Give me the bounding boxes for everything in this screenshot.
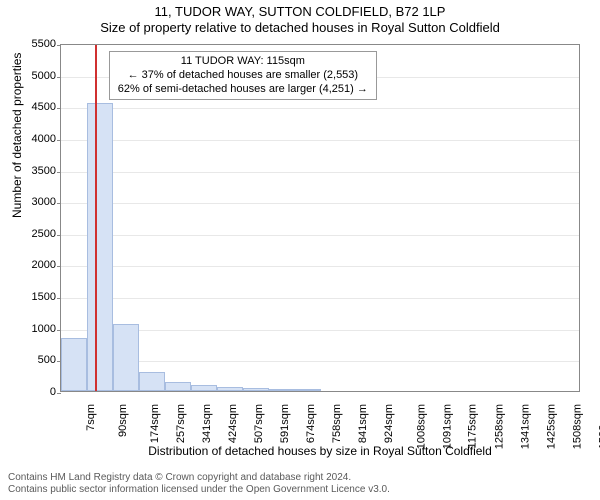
- grid-line: [61, 266, 579, 267]
- x-tick-label: 1508sqm: [571, 404, 583, 449]
- chart-title-sub: Size of property relative to detached ho…: [0, 20, 600, 36]
- histogram-bar: [61, 338, 87, 391]
- y-tick-mark: [57, 172, 61, 173]
- x-tick-label: 591sqm: [279, 404, 291, 443]
- x-tick-label: 424sqm: [227, 404, 239, 443]
- grid-line: [61, 298, 579, 299]
- chart-container: 11, TUDOR WAY, SUTTON COLDFIELD, B72 1LP…: [0, 0, 600, 500]
- grid-line: [61, 235, 579, 236]
- y-tick-label: 4000: [16, 133, 56, 145]
- y-tick-label: 3000: [16, 196, 56, 208]
- x-tick-label: 90sqm: [117, 404, 129, 437]
- x-tick-label: 257sqm: [175, 404, 187, 443]
- y-tick-label: 1000: [16, 323, 56, 335]
- y-tick-mark: [57, 203, 61, 204]
- x-tick-label: 7sqm: [85, 404, 97, 431]
- annotation-line: ← 37% of detached houses are smaller (2,…: [118, 69, 368, 83]
- x-tick-label: 1425sqm: [545, 404, 557, 449]
- y-tick-label: 5500: [16, 38, 56, 50]
- histogram-bar: [295, 389, 321, 391]
- footer-line-2: Contains public sector information licen…: [8, 484, 390, 496]
- x-tick-label: 1008sqm: [415, 404, 427, 449]
- y-tick-mark: [57, 393, 61, 394]
- histogram-bar: [165, 382, 191, 391]
- annotation-box: 11 TUDOR WAY: 115sqm← 37% of detached ho…: [109, 51, 377, 100]
- y-tick-mark: [57, 140, 61, 141]
- y-tick-label: 3500: [16, 165, 56, 177]
- y-tick-label: 0: [16, 386, 56, 398]
- histogram-bar: [269, 389, 295, 391]
- histogram-bar: [87, 103, 113, 391]
- y-tick-label: 1500: [16, 291, 56, 303]
- x-tick-label: 1175sqm: [466, 404, 478, 448]
- histogram-bar: [139, 372, 165, 391]
- y-tick-label: 4500: [16, 101, 56, 113]
- histogram-bar: [113, 324, 139, 391]
- y-tick-mark: [57, 298, 61, 299]
- y-tick-label: 2500: [16, 228, 56, 240]
- chart-title-main: 11, TUDOR WAY, SUTTON COLDFIELD, B72 1LP: [0, 0, 600, 20]
- histogram-bar: [191, 385, 217, 391]
- y-tick-mark: [57, 77, 61, 78]
- histogram-bar: [243, 388, 269, 391]
- marker-line: [95, 45, 97, 391]
- y-tick-mark: [57, 45, 61, 46]
- grid-line: [61, 172, 579, 173]
- y-tick-mark: [57, 235, 61, 236]
- x-tick-label: 341sqm: [201, 404, 213, 443]
- grid-line: [61, 203, 579, 204]
- x-tick-label: 507sqm: [253, 404, 265, 443]
- footer-line-1: Contains HM Land Registry data © Crown c…: [8, 472, 390, 484]
- y-tick-mark: [57, 266, 61, 267]
- y-tick-label: 500: [16, 354, 56, 366]
- x-tick-label: 674sqm: [305, 404, 317, 443]
- x-tick-label: 924sqm: [383, 404, 395, 443]
- x-tick-label: 1091sqm: [441, 404, 453, 449]
- y-tick-mark: [57, 330, 61, 331]
- y-tick-mark: [57, 108, 61, 109]
- grid-line: [61, 108, 579, 109]
- x-tick-label: 1258sqm: [493, 404, 505, 449]
- annotation-line: 62% of semi-detached houses are larger (…: [118, 83, 368, 97]
- annotation-line: 11 TUDOR WAY: 115sqm: [118, 55, 368, 69]
- plot-area: 11 TUDOR WAY: 115sqm← 37% of detached ho…: [60, 44, 580, 392]
- x-tick-label: 758sqm: [331, 404, 343, 443]
- x-tick-label: 174sqm: [149, 404, 161, 443]
- y-tick-label: 5000: [16, 70, 56, 82]
- grid-line: [61, 140, 579, 141]
- y-tick-label: 2000: [16, 259, 56, 271]
- chart-footer: Contains HM Land Registry data © Crown c…: [8, 472, 390, 496]
- x-tick-label: 1341sqm: [519, 404, 531, 449]
- x-tick-label: 841sqm: [357, 404, 369, 443]
- histogram-bar: [217, 387, 243, 391]
